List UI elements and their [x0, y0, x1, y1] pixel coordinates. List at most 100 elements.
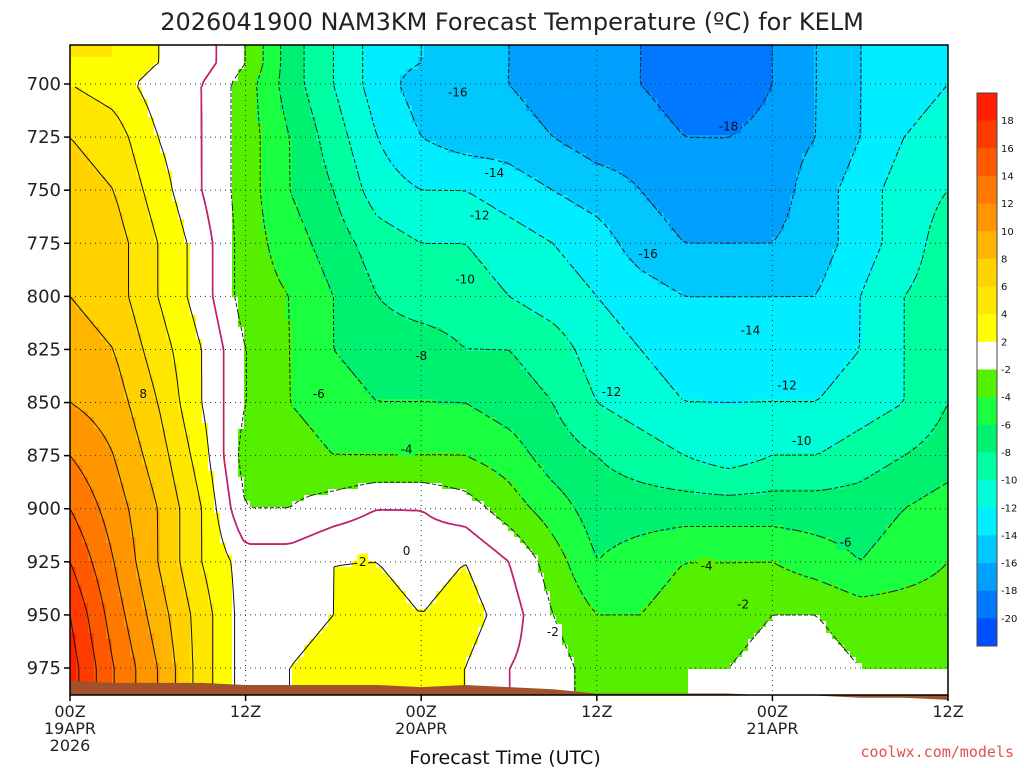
field-cell — [442, 117, 449, 124]
field-cell — [754, 183, 761, 190]
field-cell — [766, 63, 773, 70]
field-cell — [388, 219, 395, 226]
field-cell — [634, 99, 641, 106]
field-cell — [502, 201, 509, 208]
field-cell — [430, 183, 437, 190]
field-cell — [634, 123, 641, 130]
field-cell — [178, 195, 185, 202]
field-cell — [442, 195, 449, 202]
field-cell — [256, 63, 263, 70]
field-cell — [178, 165, 185, 172]
field-cell — [460, 207, 467, 214]
field-cell — [844, 81, 851, 88]
field-cell — [766, 219, 773, 226]
field-cell — [718, 147, 725, 154]
field-cell — [856, 153, 863, 160]
field-cell — [568, 243, 575, 250]
field-cell — [196, 81, 203, 88]
field-cell — [364, 237, 371, 244]
field-cell — [748, 201, 755, 208]
field-cell — [82, 243, 89, 250]
field-cell — [916, 69, 923, 76]
field-cell — [340, 195, 347, 202]
field-cell — [502, 129, 509, 136]
field-cell — [574, 51, 581, 58]
field-cell — [742, 45, 749, 52]
field-cell — [616, 207, 623, 214]
field-cell — [196, 207, 203, 214]
field-cell — [592, 171, 599, 178]
field-cell — [100, 105, 107, 112]
field-cell — [592, 123, 599, 130]
field-cell — [670, 141, 677, 148]
field-cell — [844, 225, 851, 232]
field-cell — [928, 69, 935, 76]
field-cell — [478, 45, 485, 52]
field-cell — [394, 105, 401, 112]
field-cell — [130, 117, 137, 124]
field-cell — [844, 189, 851, 196]
field-cell — [244, 57, 251, 64]
field-cell — [574, 219, 581, 226]
field-cell — [916, 201, 923, 208]
field-cell — [346, 129, 353, 136]
field-cell — [820, 189, 827, 196]
field-cell — [376, 147, 383, 154]
field-cell — [274, 141, 281, 148]
field-cell — [142, 183, 149, 190]
field-cell — [208, 45, 215, 52]
field-cell — [814, 213, 821, 220]
field-cell — [466, 201, 473, 208]
field-cell — [388, 231, 395, 238]
field-cell — [724, 45, 731, 52]
field-cell — [526, 219, 533, 226]
field-cell — [292, 69, 299, 76]
field-cell — [790, 69, 797, 76]
field-cell — [850, 153, 857, 160]
field-cell — [208, 159, 215, 166]
field-cell — [514, 189, 521, 196]
field-cell — [568, 153, 575, 160]
field-cell — [742, 177, 749, 184]
field-cell — [880, 105, 887, 112]
field-cell — [532, 93, 539, 100]
field-cell — [100, 237, 107, 244]
field-cell — [880, 99, 887, 106]
field-cell — [448, 51, 455, 58]
field-cell — [382, 201, 389, 208]
field-cell — [220, 189, 227, 196]
field-cell — [454, 189, 461, 196]
field-cell — [802, 69, 809, 76]
field-cell — [874, 189, 881, 196]
field-cell — [934, 117, 941, 124]
field-cell — [898, 213, 905, 220]
field-cell — [280, 51, 287, 58]
field-cell — [94, 201, 101, 208]
field-cell — [184, 207, 191, 214]
field-cell — [178, 243, 185, 250]
field-cell — [124, 117, 131, 124]
field-cell — [802, 177, 809, 184]
field-cell — [244, 153, 251, 160]
field-cell — [928, 135, 935, 142]
field-cell — [106, 237, 113, 244]
field-cell — [874, 165, 881, 172]
field-cell — [70, 165, 77, 172]
field-cell — [340, 243, 347, 250]
field-cell — [220, 147, 227, 154]
field-cell — [712, 243, 719, 250]
field-cell — [910, 237, 917, 244]
field-cell — [856, 75, 863, 82]
field-cell — [628, 105, 635, 112]
field-cell — [142, 45, 149, 52]
field-cell — [844, 135, 851, 142]
field-cell — [796, 207, 803, 214]
field-cell — [676, 183, 683, 190]
field-cell — [796, 153, 803, 160]
field-cell — [412, 99, 419, 106]
field-cell — [184, 219, 191, 226]
field-cell — [430, 231, 437, 238]
field-cell — [250, 195, 257, 202]
field-cell — [712, 63, 719, 70]
field-cell — [436, 81, 443, 88]
